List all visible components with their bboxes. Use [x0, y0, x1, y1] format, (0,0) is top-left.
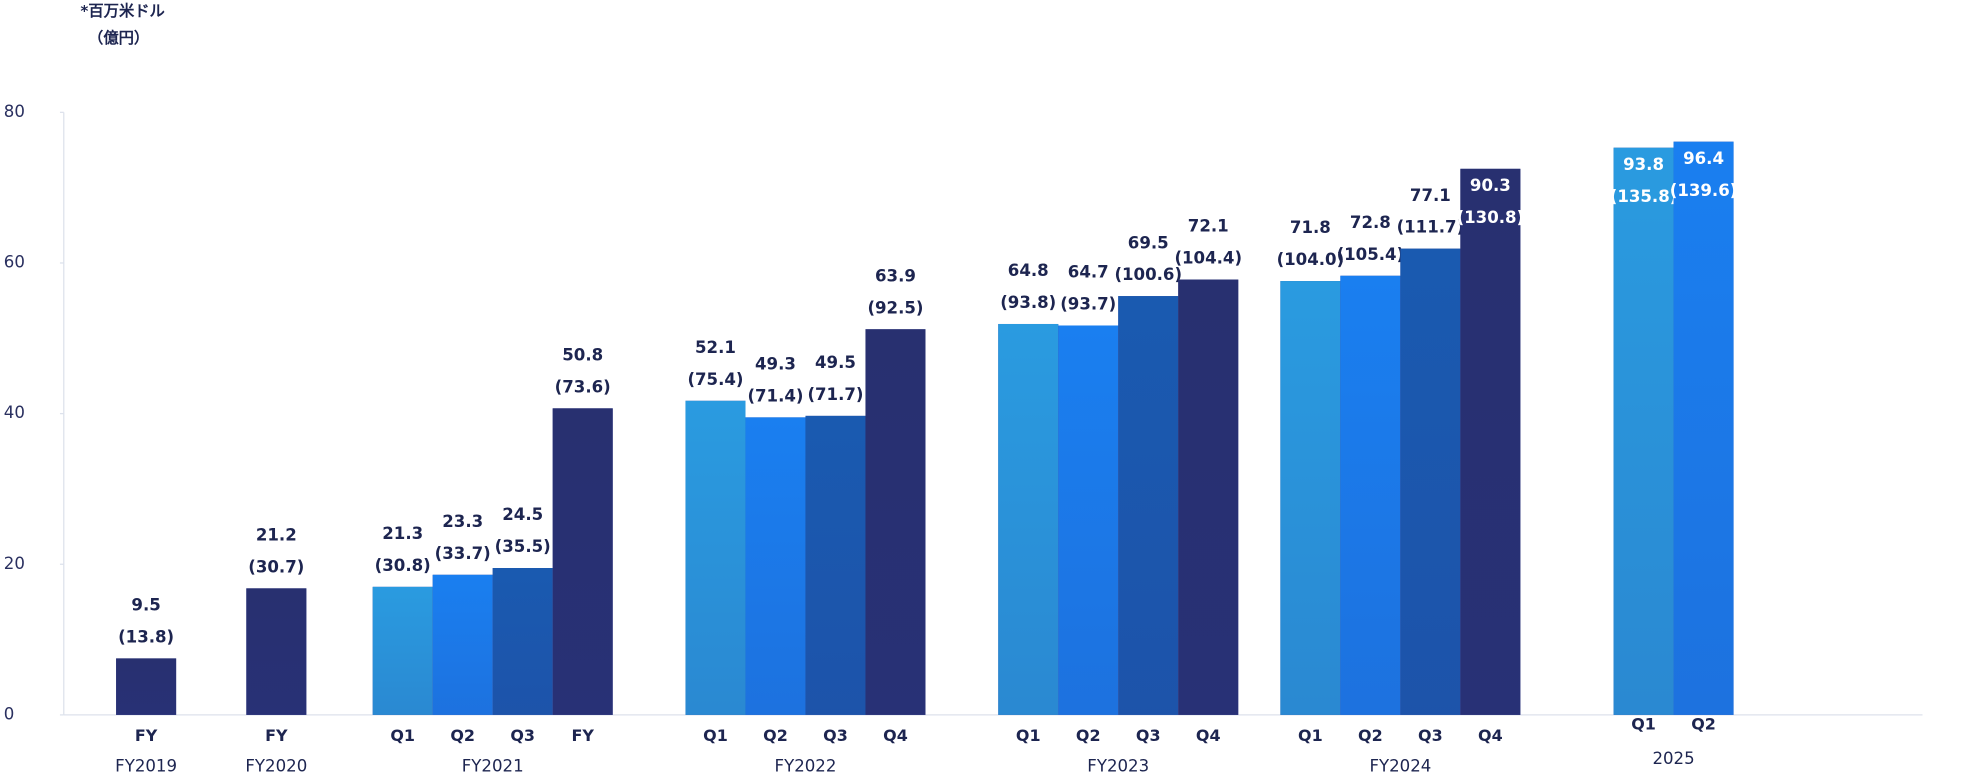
value-label: (93.7) — [1060, 295, 1116, 314]
bar — [1460, 168, 1521, 715]
x-tick-label: Q3 — [1136, 726, 1161, 745]
y-tick-label: 20 — [4, 554, 25, 573]
bar — [1400, 248, 1461, 715]
bar — [432, 574, 493, 715]
x-tick-label: Q3 — [510, 726, 535, 745]
value-label: 72.1 — [1188, 217, 1229, 236]
value-label: 72.8 — [1350, 213, 1391, 232]
bar — [1178, 279, 1239, 715]
bar — [492, 568, 553, 715]
value-label: (13.8) — [118, 627, 174, 646]
x-tick-label: Q1 — [1298, 726, 1323, 745]
value-label: (73.6) — [555, 377, 611, 396]
unit-label: *百万米ドル — [80, 2, 164, 20]
value-label: 49.5 — [815, 353, 856, 372]
bar — [1673, 141, 1734, 715]
value-label: (135.8) — [1610, 187, 1678, 206]
value-label: 21.2 — [256, 526, 297, 545]
y-tick-label: 60 — [4, 252, 25, 271]
value-label: 77.1 — [1410, 186, 1451, 205]
value-label: (75.4) — [687, 370, 743, 389]
bar — [372, 586, 433, 715]
value-label: 24.5 — [502, 505, 543, 524]
value-label: (100.6) — [1114, 265, 1182, 284]
group-label: FY2019 — [115, 757, 177, 776]
value-label: 49.3 — [755, 355, 796, 374]
bar — [1280, 281, 1341, 715]
x-tick-label: FY — [135, 726, 158, 745]
value-label: 96.4 — [1683, 149, 1724, 168]
bar — [805, 415, 866, 715]
x-tick-label: FY — [265, 726, 288, 745]
group-label: FY2023 — [1087, 757, 1149, 776]
value-label: 23.3 — [442, 512, 483, 531]
value-label: (139.6) — [1670, 181, 1738, 200]
value-label: 64.7 — [1068, 263, 1109, 282]
x-tick-label: Q2 — [1076, 726, 1101, 745]
x-tick-label: Q2 — [1358, 726, 1383, 745]
value-label: 9.5 — [131, 596, 160, 615]
bar — [1613, 147, 1674, 715]
value-label: (93.8) — [1000, 293, 1056, 312]
value-label: (105.4) — [1337, 245, 1405, 264]
value-label: 63.9 — [875, 266, 916, 285]
value-label: (33.7) — [435, 544, 491, 563]
y-tick-label: 0 — [4, 704, 15, 723]
unit-label: （億円） — [88, 29, 149, 47]
bar — [1058, 325, 1119, 715]
x-tick-label: Q1 — [703, 726, 728, 745]
bar — [246, 588, 307, 715]
group-label: FY2022 — [775, 757, 837, 776]
x-tick-label: Q3 — [823, 726, 848, 745]
x-tick-label: Q1 — [1631, 715, 1656, 734]
group-label: FY2020 — [245, 757, 307, 776]
x-tick-label: Q1 — [390, 726, 415, 745]
value-label: (111.7) — [1397, 218, 1465, 237]
bar — [685, 400, 746, 715]
value-label: 52.1 — [695, 338, 736, 357]
bar — [1340, 275, 1401, 715]
x-tick-label: Q2 — [763, 726, 788, 745]
value-label: 90.3 — [1470, 176, 1511, 195]
value-label: (104.4) — [1174, 249, 1242, 268]
value-label: 64.8 — [1008, 261, 1049, 280]
bar — [1118, 296, 1179, 715]
value-label: 21.3 — [382, 524, 423, 543]
value-label: (92.5) — [867, 298, 923, 317]
group-label: FY2021 — [462, 757, 524, 776]
group-label: FY2024 — [1369, 757, 1431, 776]
value-label: 93.8 — [1623, 155, 1664, 174]
value-label: (71.7) — [807, 385, 863, 404]
value-label: (130.8) — [1457, 208, 1525, 227]
value-label: (30.7) — [248, 557, 304, 576]
x-tick-label: Q4 — [1196, 726, 1221, 745]
x-tick-label: Q2 — [1691, 715, 1716, 734]
y-tick-label: 40 — [4, 403, 25, 422]
value-label: (30.8) — [375, 556, 431, 575]
x-tick-label: Q3 — [1418, 726, 1443, 745]
x-tick-label: Q4 — [883, 726, 908, 745]
bar — [116, 658, 177, 715]
bar — [745, 417, 806, 715]
value-label: (35.5) — [495, 537, 551, 556]
group-label: 2025 — [1652, 749, 1694, 768]
value-label: (71.4) — [747, 386, 803, 405]
x-tick-label: FY — [571, 726, 594, 745]
x-tick-label: Q2 — [450, 726, 475, 745]
y-tick-label: 80 — [4, 102, 25, 121]
value-label: (104.0) — [1277, 250, 1345, 269]
value-label: 50.8 — [562, 346, 603, 365]
bar — [998, 323, 1059, 715]
value-label: 69.5 — [1128, 233, 1169, 252]
bar — [552, 408, 613, 715]
x-tick-label: Q4 — [1478, 726, 1503, 745]
value-label: 71.8 — [1290, 218, 1331, 237]
x-tick-label: Q1 — [1016, 726, 1041, 745]
bar — [865, 329, 926, 715]
